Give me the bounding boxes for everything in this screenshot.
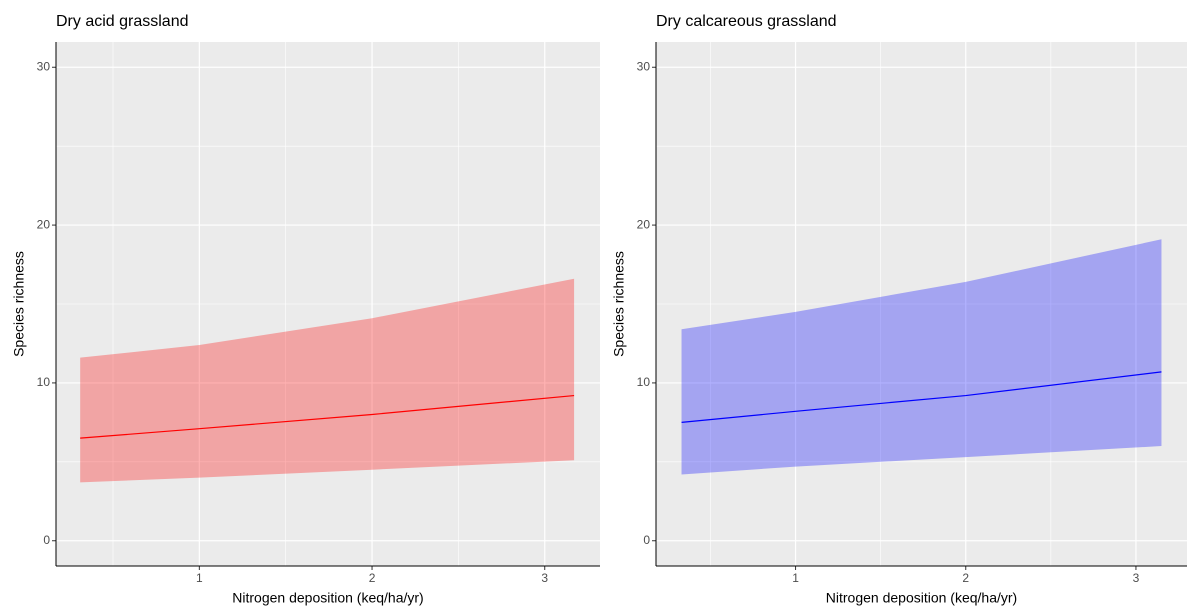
y-tick-label: 0: [43, 533, 50, 547]
x-tick-label: 2: [369, 571, 376, 585]
chart-title: Dry acid grassland: [56, 13, 189, 30]
x-tick-label: 1: [792, 571, 799, 585]
y-axis-label: Species richness: [611, 251, 627, 357]
x-tick-label: 3: [541, 571, 548, 585]
confidence-ribbon: [80, 278, 575, 483]
y-tick-label: 20: [637, 217, 651, 231]
y-tick-label: 30: [37, 59, 51, 73]
x-tick-label: 1: [196, 571, 203, 585]
x-tick-label: 2: [962, 571, 969, 585]
y-axis-label: Species richness: [11, 251, 27, 357]
fit-line: [681, 371, 1162, 423]
confidence-ribbon: [681, 239, 1162, 475]
y-tick-label: 20: [37, 217, 51, 231]
y-tick-label: 0: [643, 533, 650, 547]
y-tick-label: 10: [637, 375, 651, 389]
y-tick-label: 30: [637, 59, 651, 73]
x-axis-label: Nitrogen deposition (keq/ha/yr): [232, 590, 423, 606]
fit-line: [80, 394, 575, 439]
chart-title: Dry calcareous grassland: [656, 13, 837, 30]
y-tick-label: 10: [37, 375, 51, 389]
x-tick-label: 3: [1133, 571, 1140, 585]
x-axis-label: Nitrogen deposition (keq/ha/yr): [826, 590, 1017, 606]
